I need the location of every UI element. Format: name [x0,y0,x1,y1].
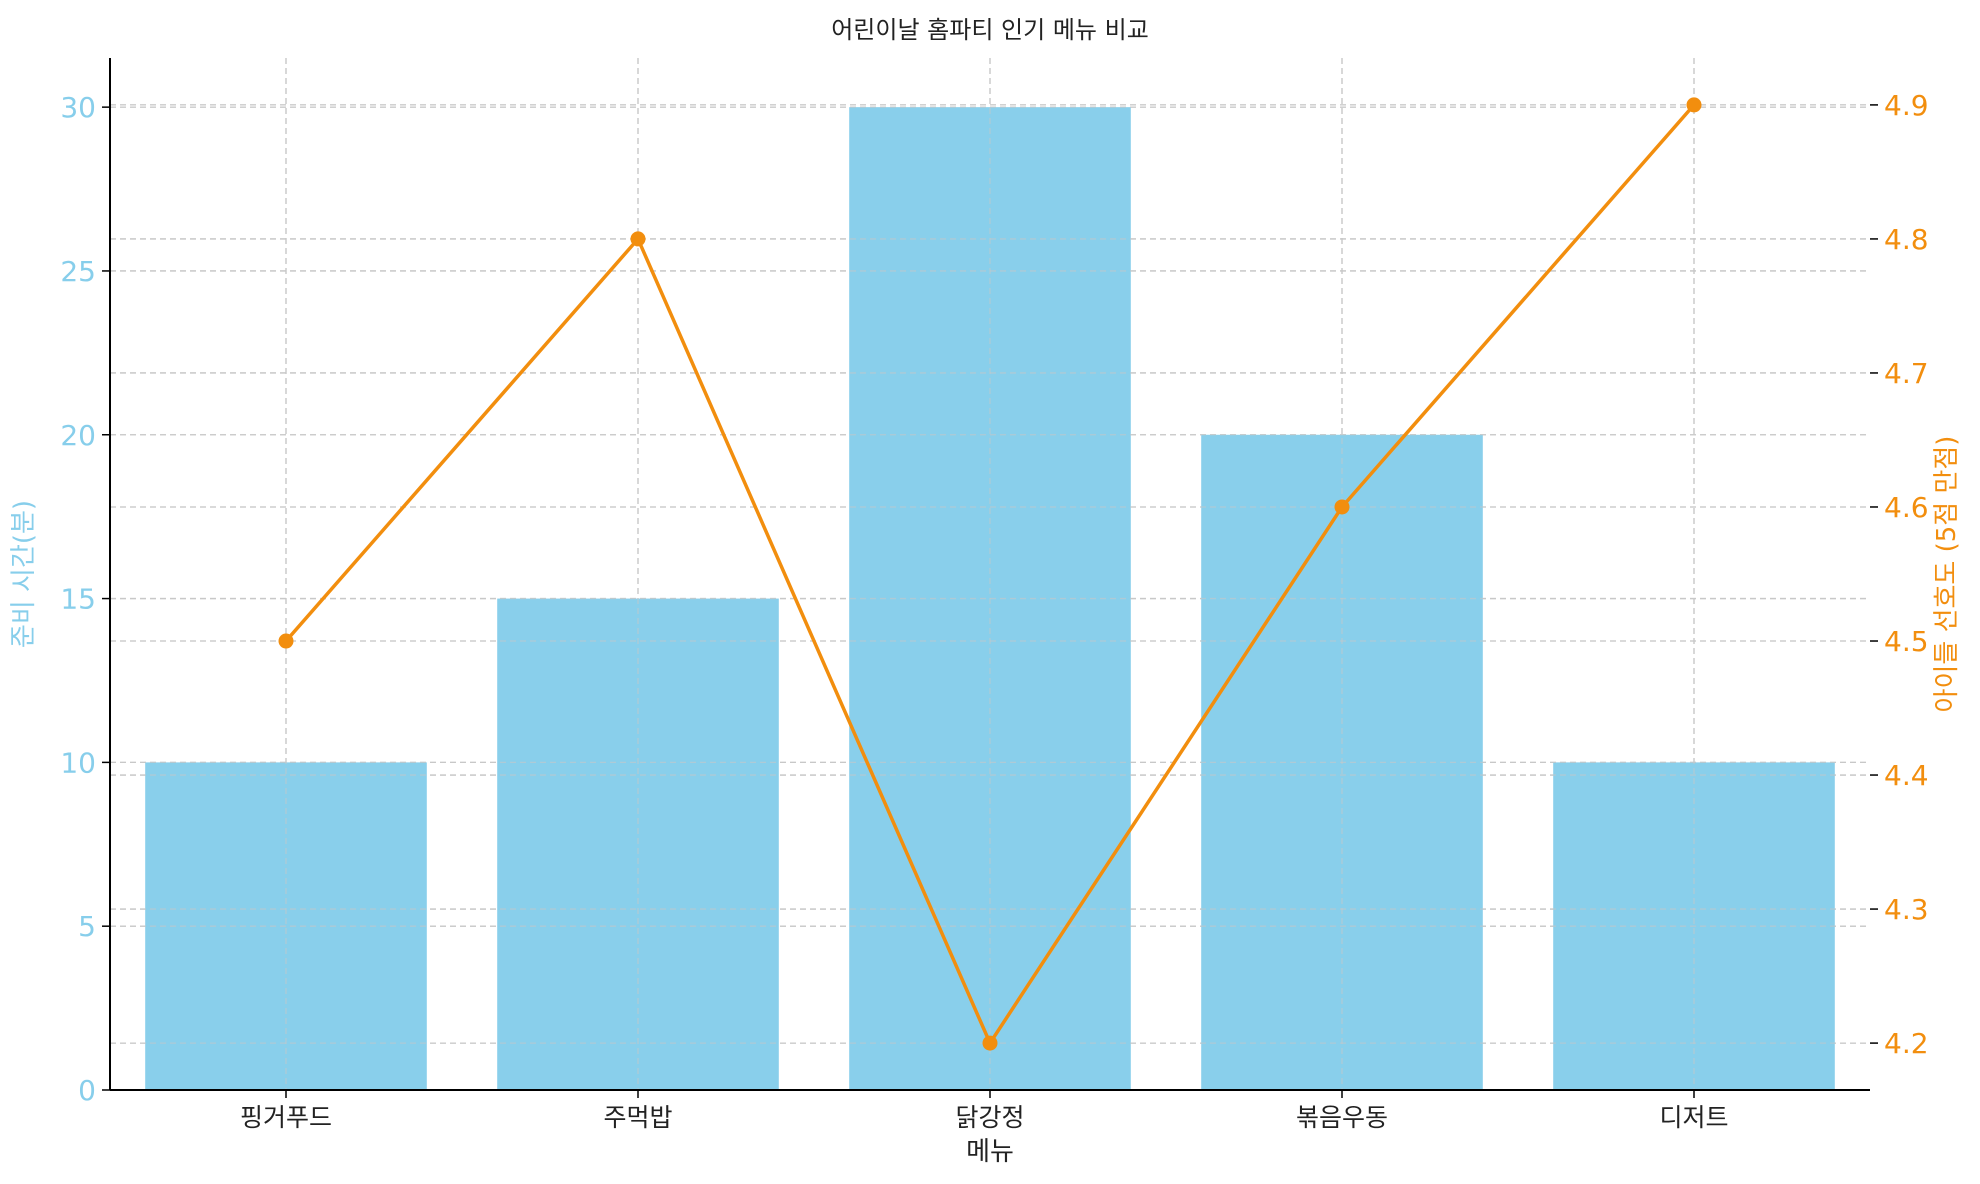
preference-point [1334,499,1350,515]
right-tick-label: 4.8 [1884,223,1929,256]
left-tick-label: 15 [60,583,96,616]
right-axis-label: 아이들 선호도 (5점 만점) [1932,436,1962,713]
preference-point [982,1035,998,1051]
preference-point [278,633,294,649]
preference-point [1686,97,1702,113]
x-tick-label: 핑거푸드 [240,1103,332,1132]
left-tick-label: 0 [78,1074,96,1107]
x-tick-label: 주먹밥 [603,1103,672,1132]
right-tick-label: 4.2 [1884,1027,1929,1060]
right-tick-label: 4.7 [1884,357,1929,390]
right-tick-label: 4.5 [1884,625,1929,658]
left-tick-label: 10 [60,746,96,779]
left-tick-label: 30 [60,91,96,124]
right-tick-label: 4.4 [1884,759,1929,792]
left-axis-label: 준비 시간(분) [9,500,39,648]
right-tick-label: 4.3 [1884,893,1929,926]
preference-point [630,231,646,247]
x-tick-label: 볶음우동 [1296,1103,1388,1132]
x-tick-label: 닭강정 [955,1103,1024,1132]
axes-layer: 0 5 10 15 20 25 30 4.2 4.3 4.4 4.5 4.6 4.7 4.8 4.9 핑거푸드… [60,58,1929,1132]
line-layer [278,97,1702,1051]
x-tick-label: 디저트 [1659,1103,1728,1132]
right-tick-label: 4.9 [1884,89,1929,122]
x-axis-label: 메뉴 [966,1137,1014,1167]
left-tick-label: 5 [78,910,96,943]
chart-title: 어린이날 홈파티 인기 메뉴 비교 [831,16,1149,44]
left-tick-label: 20 [60,419,96,452]
bars-layer [110,58,1870,1091]
right-tick-label: 4.6 [1884,491,1929,524]
left-tick-label: 25 [60,255,96,288]
